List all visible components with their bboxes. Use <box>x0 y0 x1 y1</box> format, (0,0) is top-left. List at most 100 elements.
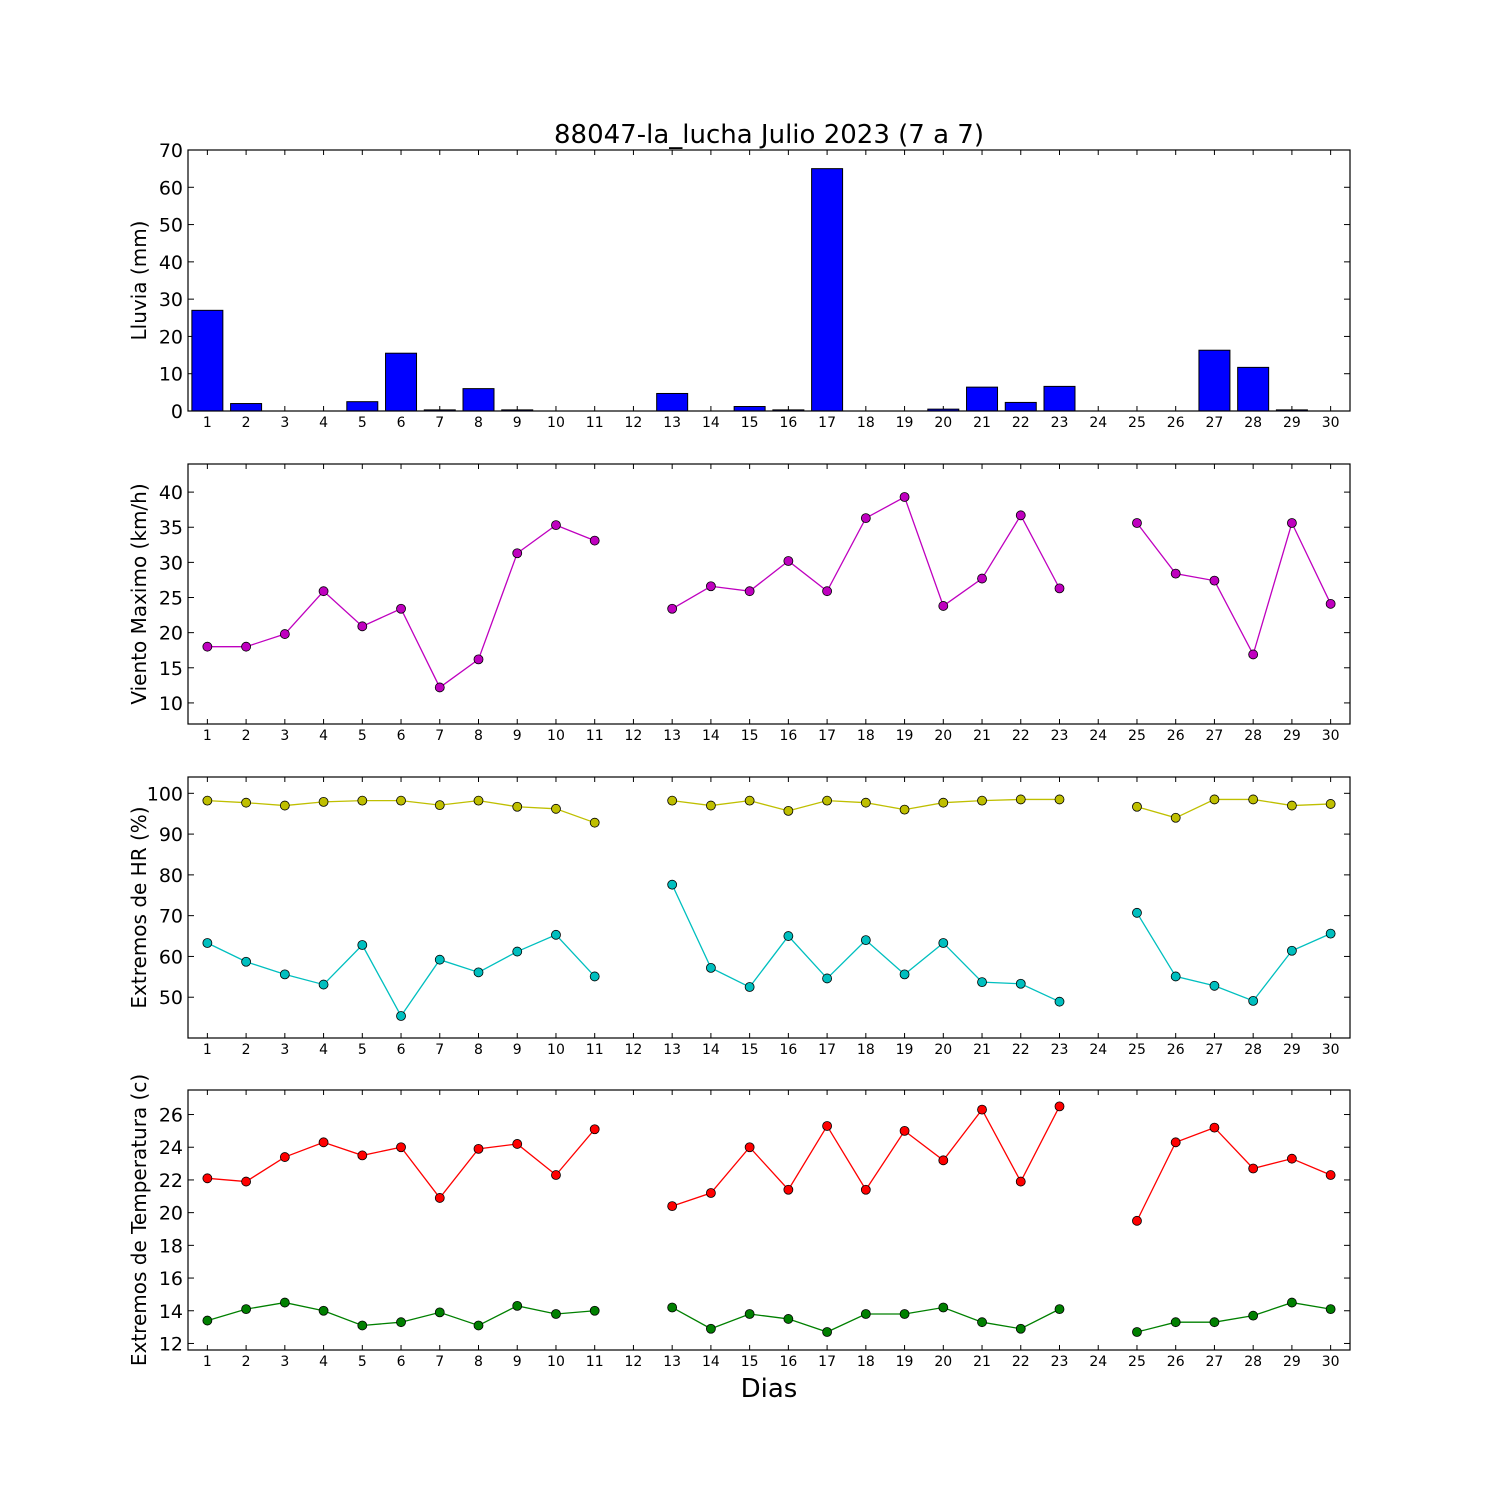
data-point <box>1248 794 1259 805</box>
data-point <box>1170 1137 1181 1148</box>
data-point <box>357 795 368 806</box>
data-point <box>1015 978 1026 989</box>
rain-bar <box>191 309 224 412</box>
data-point <box>822 795 832 806</box>
x-tick-label: 6 <box>397 1042 406 1058</box>
data-point <box>822 1327 832 1337</box>
y-axis-label: Extremos de Temperatura (c) <box>127 1074 151 1366</box>
data-point <box>744 1309 755 1319</box>
x-tick-label: 14 <box>702 728 720 744</box>
data-point <box>783 1314 794 1324</box>
data-point <box>706 1323 716 1334</box>
x-tick-label: 1 <box>203 728 212 744</box>
data-point <box>241 1176 252 1187</box>
data-point <box>241 797 252 808</box>
x-tick-label: 13 <box>663 728 681 744</box>
x-tick-label: 22 <box>1012 728 1030 744</box>
data-point <box>1132 801 1142 812</box>
data-point <box>706 1188 716 1198</box>
x-tick-label: 2 <box>242 1354 251 1370</box>
x-tick-label: 24 <box>1089 728 1107 744</box>
x-tick-label: 18 <box>857 1354 875 1370</box>
x-tick-label: 20 <box>934 1354 952 1370</box>
x-tick-label: 12 <box>625 1042 643 1058</box>
data-point <box>473 1320 484 1331</box>
data-point <box>1170 1317 1181 1328</box>
data-point <box>241 641 252 652</box>
x-tick-label: 8 <box>474 1354 483 1370</box>
x-tick-label: 10 <box>547 1354 565 1370</box>
x-tick-label: 12 <box>625 415 643 431</box>
data-point <box>396 795 406 806</box>
x-tick-label: 24 <box>1089 1354 1107 1370</box>
data-point <box>473 795 484 806</box>
x-tick-label: 26 <box>1167 1042 1185 1058</box>
data-point <box>589 971 600 982</box>
data-point <box>396 1011 406 1021</box>
data-point <box>589 1305 600 1316</box>
data-point <box>318 1305 329 1316</box>
chart-title: 88047-la_lucha Julio 2023 (7 a 7) <box>554 120 984 150</box>
x-tick-label: 14 <box>702 1042 720 1058</box>
data-point <box>1015 794 1026 805</box>
data-point <box>667 795 678 806</box>
data-point <box>706 962 716 973</box>
y-tick-label: 26 <box>159 1105 183 1127</box>
data-point <box>667 879 678 890</box>
x-tick-label: 28 <box>1244 1354 1262 1370</box>
data-point <box>938 797 949 808</box>
x-tick-label: 5 <box>358 1354 367 1370</box>
x-tick-label: 27 <box>1206 1354 1224 1370</box>
x-tick-label: 25 <box>1128 1354 1146 1370</box>
x-tick-label: 2 <box>242 728 251 744</box>
data-point <box>396 1317 406 1328</box>
x-tick-label: 4 <box>319 1354 328 1370</box>
data-point <box>1170 568 1181 579</box>
x-tick-label: 7 <box>435 1354 444 1370</box>
data-point <box>473 654 484 665</box>
data-point <box>357 940 368 950</box>
data-point <box>512 801 523 812</box>
data-point <box>899 492 910 502</box>
data-point <box>551 520 561 531</box>
data-point <box>357 1320 368 1331</box>
x-tick-label: 27 <box>1206 728 1224 744</box>
y-tick-label: 15 <box>159 658 183 680</box>
data-point <box>551 1309 561 1319</box>
x-tick-label: 27 <box>1206 415 1224 431</box>
data-point <box>434 682 445 693</box>
y-tick-label: 30 <box>159 289 183 311</box>
data-point <box>1054 1304 1065 1315</box>
x-tick-label: 24 <box>1089 415 1107 431</box>
y-tick-label: 12 <box>159 1333 183 1355</box>
x-tick-label: 15 <box>741 1042 759 1058</box>
series-line <box>207 934 596 1018</box>
x-tick-label: 12 <box>625 728 643 744</box>
data-point <box>1015 510 1026 521</box>
x-tick-label: 18 <box>857 1042 875 1058</box>
y-tick-label: 16 <box>159 1268 183 1290</box>
x-tick-label: 20 <box>934 1042 952 1058</box>
data-point <box>279 1152 290 1162</box>
x-tick-label: 17 <box>818 415 836 431</box>
data-point <box>1325 1170 1336 1180</box>
data-point <box>396 1142 406 1153</box>
x-tick-label: 29 <box>1283 1042 1301 1058</box>
data-point <box>1325 1304 1336 1315</box>
x-tick-label: 15 <box>741 728 759 744</box>
x-tick-label: 30 <box>1322 1354 1340 1370</box>
rain-bar <box>733 406 766 412</box>
x-tick-label: 30 <box>1322 415 1340 431</box>
data-point <box>1325 799 1336 809</box>
y-tick-label: 60 <box>159 177 183 199</box>
data-point <box>1015 1176 1026 1187</box>
data-point <box>977 1104 987 1115</box>
y-tick-label: 35 <box>159 517 183 539</box>
data-point <box>706 800 716 811</box>
data-point <box>241 1304 252 1315</box>
x-tick-label: 7 <box>435 728 444 744</box>
data-point <box>1287 945 1297 956</box>
x-tick-label: 21 <box>973 1354 991 1370</box>
x-tick-label: 8 <box>474 415 483 431</box>
data-point <box>551 1170 561 1180</box>
